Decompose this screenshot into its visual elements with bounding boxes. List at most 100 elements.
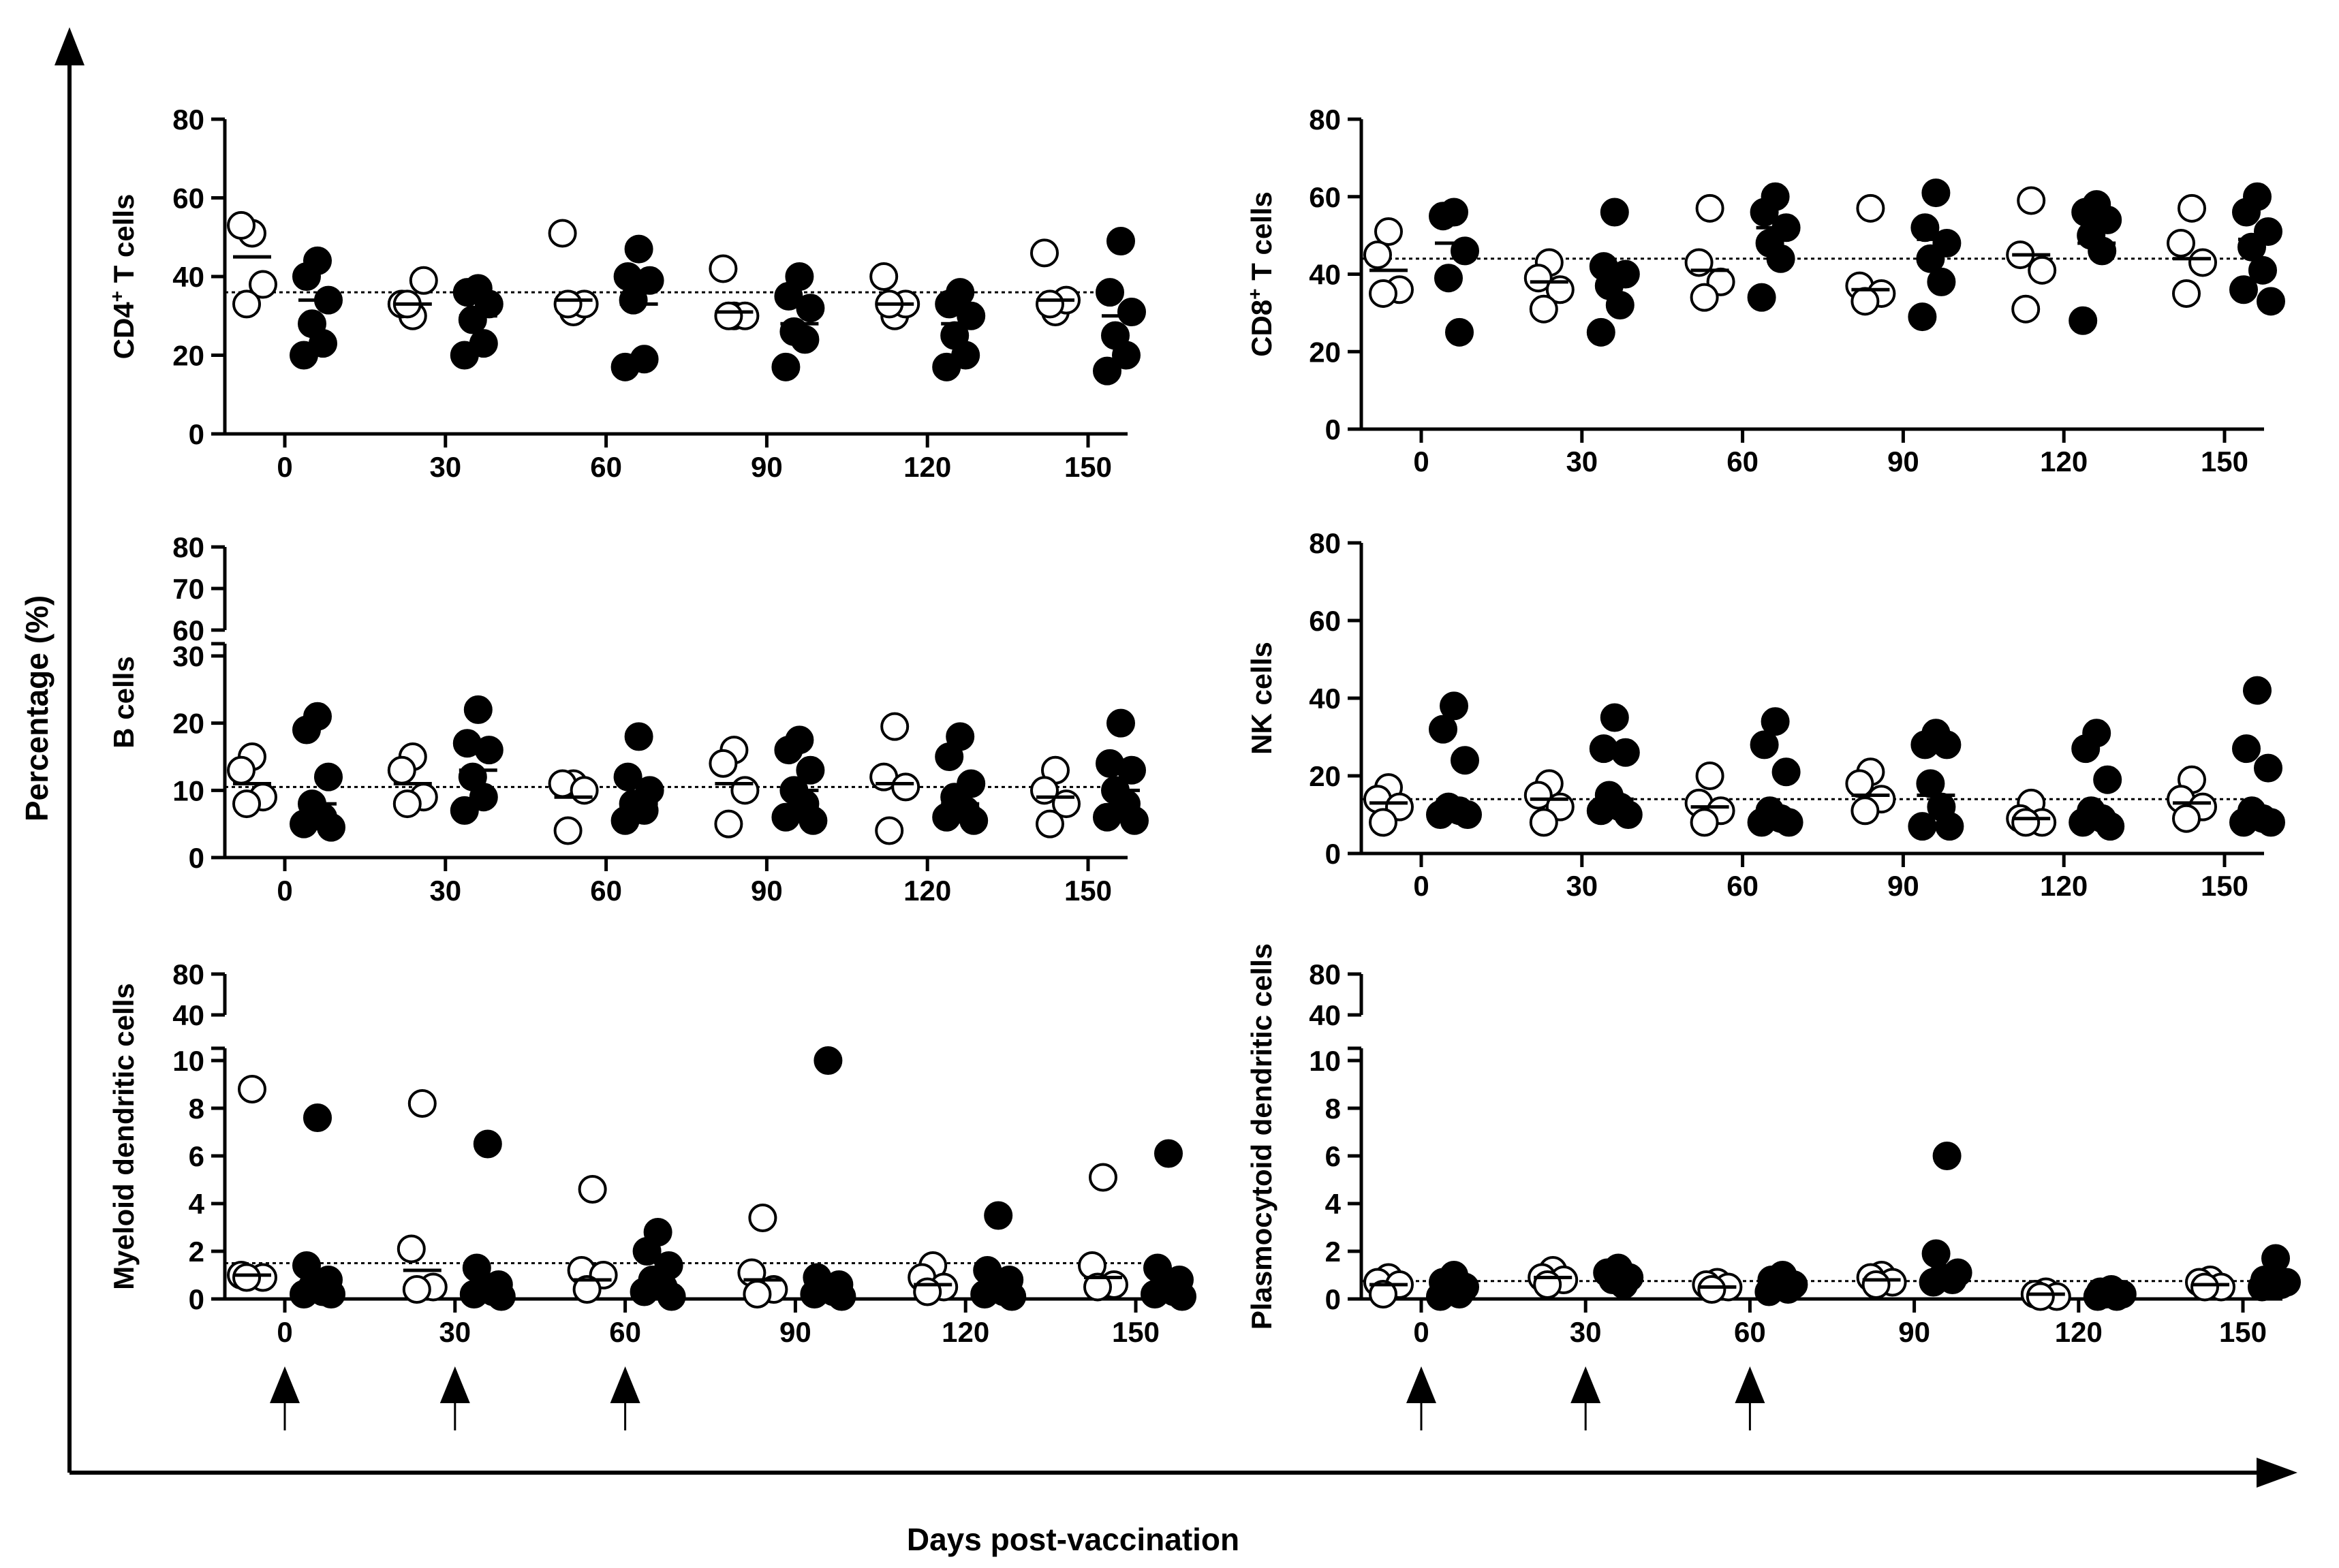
data-point-filled	[619, 285, 648, 315]
data-point-filled	[774, 736, 803, 765]
data-point-filled	[2096, 812, 2125, 841]
data-point-filled	[463, 695, 493, 724]
y-tick-label: 6	[189, 1140, 204, 1172]
data-point-open	[709, 749, 738, 778]
data-point-filled	[1586, 796, 1615, 826]
data-point-open	[1036, 289, 1064, 319]
y-tick-label: 2	[189, 1236, 204, 1268]
data-point-open	[1369, 279, 1397, 308]
panel-4: 0 2 4 6 8 10 40 80 0 30 60 90 120 150 Myeloid dendriti…	[108, 958, 1196, 1430]
data-point-open	[1697, 1275, 1726, 1304]
panel-y-label-sup: +	[1244, 289, 1265, 300]
x-tick-label: 30	[1566, 445, 1598, 477]
data-point-filled	[959, 806, 989, 835]
data-point-filled	[290, 809, 318, 838]
data-point-open	[2188, 248, 2217, 277]
data-point-filled	[1586, 317, 1615, 347]
data-point-filled	[2243, 676, 2272, 705]
y-tick-label: 0	[189, 1283, 204, 1315]
y-upper-tick-label: 40	[1309, 999, 1341, 1031]
vaccination-arrowhead	[439, 1366, 470, 1403]
data-point-open	[2178, 193, 2206, 223]
data-point-open	[714, 301, 743, 330]
data-point-open	[2011, 294, 2041, 324]
data-point-filled	[610, 352, 640, 381]
data-point-filled	[1761, 707, 1790, 736]
data-point-filled	[790, 325, 820, 354]
data-point-open	[578, 1175, 607, 1204]
data-point-open	[891, 772, 920, 802]
data-point-filled	[1921, 1239, 1951, 1268]
data-point-open	[1529, 808, 1558, 837]
data-point-open	[407, 1089, 437, 1118]
y-upper-tick-label: 40	[172, 999, 204, 1031]
data-point-filled	[1916, 244, 1945, 273]
panel-y-label: NK cells	[1245, 642, 1277, 755]
data-point-filled	[624, 234, 653, 264]
vaccination-arrow	[1735, 1366, 1765, 1430]
data-point-open	[869, 262, 899, 291]
data-point-open	[397, 1234, 426, 1264]
data-point-filled	[1605, 291, 1635, 319]
x-tick-label: 150	[1112, 1316, 1160, 1348]
panel-y-label: B cells	[108, 656, 140, 748]
data-point-open	[2172, 279, 2201, 308]
data-point-filled	[2232, 734, 2261, 764]
y-tick-label: 6	[1325, 1140, 1341, 1172]
data-point-open	[709, 254, 738, 283]
data-point-open	[1523, 264, 1553, 293]
x-tick-label: 120	[2055, 1316, 2103, 1348]
y-tick-label: 2	[1325, 1236, 1341, 1268]
data-point-open	[402, 1275, 431, 1304]
data-point-open	[392, 789, 422, 819]
y-tick-label: 80	[172, 104, 204, 136]
data-point-filled	[771, 352, 801, 381]
y-tick-label: 0	[1325, 413, 1341, 445]
y-tick-label: 80	[1309, 104, 1341, 136]
panel-y-label-rest: T cells	[108, 194, 140, 291]
y-tick-label: 10	[172, 774, 204, 806]
data-point-filled	[1774, 808, 1803, 837]
x-tick-label: 0	[277, 1316, 292, 1348]
x-tick-label: 90	[1887, 870, 1919, 902]
y-tick-label: 60	[1309, 605, 1341, 637]
data-point-open	[2017, 186, 2046, 215]
y-tick-label: 10	[172, 1045, 204, 1077]
x-tick-label: 0	[1413, 445, 1429, 477]
data-point-filled	[303, 1103, 332, 1132]
data-point-filled	[1426, 1282, 1455, 1311]
outer-y-axis	[55, 27, 84, 1473]
data-point-open	[2190, 1272, 2219, 1302]
data-point-filled	[1093, 356, 1121, 386]
data-point-open	[553, 816, 583, 845]
data-point-filled	[2083, 1282, 2112, 1311]
data-point-open	[1030, 238, 1059, 268]
y-tick-label: 0	[1325, 838, 1341, 870]
x-tick-label: 60	[590, 451, 622, 483]
data-point-open	[1369, 808, 1397, 837]
data-point-filled	[292, 715, 321, 744]
data-point-filled	[1908, 812, 1937, 841]
data-point-filled	[1908, 302, 1937, 332]
x-tick-label: 150	[2201, 870, 2248, 902]
data-point-open	[232, 1263, 261, 1292]
data-point-filled	[2254, 753, 2282, 783]
data-point-filled	[1609, 1270, 1639, 1299]
outer-y-axis-label: Percentage (%)	[19, 595, 55, 821]
data-point-filled	[450, 341, 479, 370]
data-point-filled	[459, 1280, 489, 1308]
x-tick-label: 90	[1898, 1316, 1930, 1348]
data-point-filled	[827, 1282, 856, 1311]
panel-5: 0 2 4 6 8 10 40 80 0 30 60 90 120 150 Plasmocytoid den…	[1245, 943, 2301, 1430]
outer-x-arrowhead	[2257, 1458, 2297, 1488]
panel-3: 0 20 40 60 80 0 30 60 90 120 150 NK cells	[1245, 527, 2285, 902]
data-point-filled	[2248, 1272, 2276, 1302]
data-point-filled	[1611, 738, 1640, 767]
x-tick-label: 60	[1726, 445, 1759, 477]
panel-y-label: Plasmocytoid dendritic cells	[1245, 943, 1277, 1330]
data-point-open	[1861, 1270, 1891, 1299]
data-point-filled	[1451, 746, 1479, 775]
data-point-filled	[2257, 808, 2285, 837]
